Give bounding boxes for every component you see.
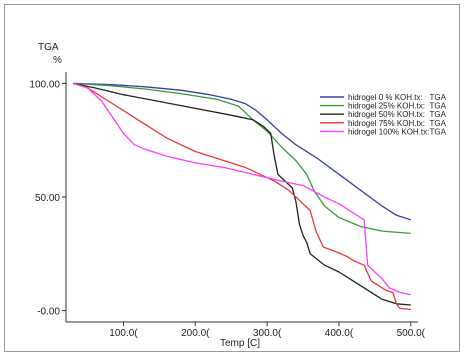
legend-label: hidrogel 50% KOH.tx: — [348, 110, 425, 119]
legend-suffix: TGA — [430, 119, 447, 128]
x-tick-label: 200.0( — [181, 328, 210, 339]
legend-label: hidrogel 0 % KOH.tx: — [348, 93, 423, 102]
legend-suffix: TGA — [430, 127, 447, 136]
y-tick-label: -0.00 — [37, 307, 60, 318]
x-tick-label: 500.0( — [397, 328, 426, 339]
legend-label: hidrogel 100% KOH.tx: — [348, 127, 429, 136]
series-line-1 — [73, 82, 411, 221]
y-tick-label: 50.00 — [35, 193, 60, 204]
x-axis-label: Temp [C] — [220, 338, 260, 349]
series-line-3 — [73, 82, 411, 306]
legend-label: hidrogel 25% KOH.tx: — [348, 102, 425, 111]
series-line-5 — [73, 82, 411, 296]
y-axis-label: TGA — [38, 42, 59, 53]
series-lines — [73, 82, 411, 311]
x-tick-label: 400.0( — [325, 328, 354, 339]
chart-frame — [4, 4, 460, 352]
series-line-4 — [73, 82, 411, 311]
y-tick-label: 100.00 — [29, 79, 60, 90]
legend: hidrogel 0 % KOH.tx: TGA hidrogel 25% KOH.… — [320, 93, 447, 136]
x-tick-label: 100.0( — [109, 328, 138, 339]
y-axis-unit: % — [53, 55, 62, 66]
legend-suffix: TGA — [430, 110, 447, 119]
x-tick-label: 300.0( — [253, 328, 282, 339]
series-line-2 — [73, 82, 411, 235]
ticks — [62, 82, 412, 326]
legend-suffix: TGA — [430, 102, 447, 111]
legend-label: hidrogel 75% KOH.tx: — [348, 119, 425, 128]
legend-suffix: TGA — [430, 93, 447, 102]
tick-labels: 100.0( 200.0( 300.0( 400.0( 500.0( 100.00 50.0… — [29, 79, 425, 339]
